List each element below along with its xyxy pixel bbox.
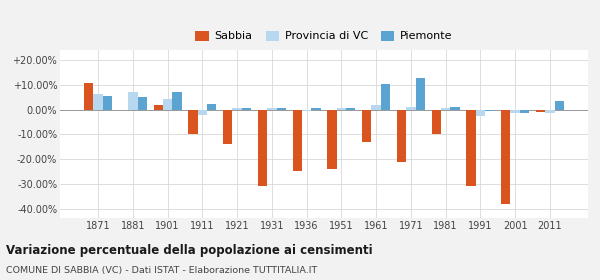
Bar xyxy=(362,110,371,142)
Bar xyxy=(466,110,476,186)
Bar xyxy=(501,110,511,204)
Bar xyxy=(431,110,441,134)
Text: COMUNE DI SABBIA (VC) - Dati ISTAT - Elaborazione TUTTITALIA.IT: COMUNE DI SABBIA (VC) - Dati ISTAT - Ela… xyxy=(6,266,317,275)
Bar xyxy=(337,108,346,110)
Bar xyxy=(371,105,381,110)
Bar xyxy=(381,84,390,110)
Bar xyxy=(172,92,182,110)
Bar xyxy=(536,110,545,112)
Bar xyxy=(223,110,232,144)
Bar xyxy=(267,108,277,110)
Bar xyxy=(94,94,103,110)
Bar xyxy=(197,110,207,115)
Bar xyxy=(520,110,529,113)
Bar xyxy=(242,108,251,110)
Bar xyxy=(397,110,406,162)
Bar xyxy=(441,108,451,110)
Bar xyxy=(232,108,242,110)
Bar xyxy=(277,108,286,110)
Bar xyxy=(406,107,416,110)
Bar xyxy=(328,110,337,169)
Bar xyxy=(451,107,460,110)
Bar xyxy=(293,110,302,171)
Bar xyxy=(476,110,485,116)
Bar xyxy=(207,104,217,110)
Bar xyxy=(545,110,554,113)
Bar xyxy=(346,108,355,110)
Bar xyxy=(485,110,494,111)
Bar xyxy=(163,99,172,110)
Bar xyxy=(128,92,137,110)
Bar xyxy=(554,101,564,110)
Legend: Sabbia, Provincia di VC, Piemonte: Sabbia, Provincia di VC, Piemonte xyxy=(196,31,452,41)
Bar xyxy=(188,110,197,134)
Bar xyxy=(511,110,520,113)
Text: Variazione percentuale della popolazione ai censimenti: Variazione percentuale della popolazione… xyxy=(6,244,373,256)
Bar xyxy=(137,97,147,110)
Bar xyxy=(302,110,311,111)
Bar xyxy=(258,110,267,186)
Bar xyxy=(84,83,94,110)
Bar xyxy=(311,108,320,110)
Bar xyxy=(103,96,112,110)
Bar xyxy=(416,78,425,110)
Bar xyxy=(154,105,163,110)
